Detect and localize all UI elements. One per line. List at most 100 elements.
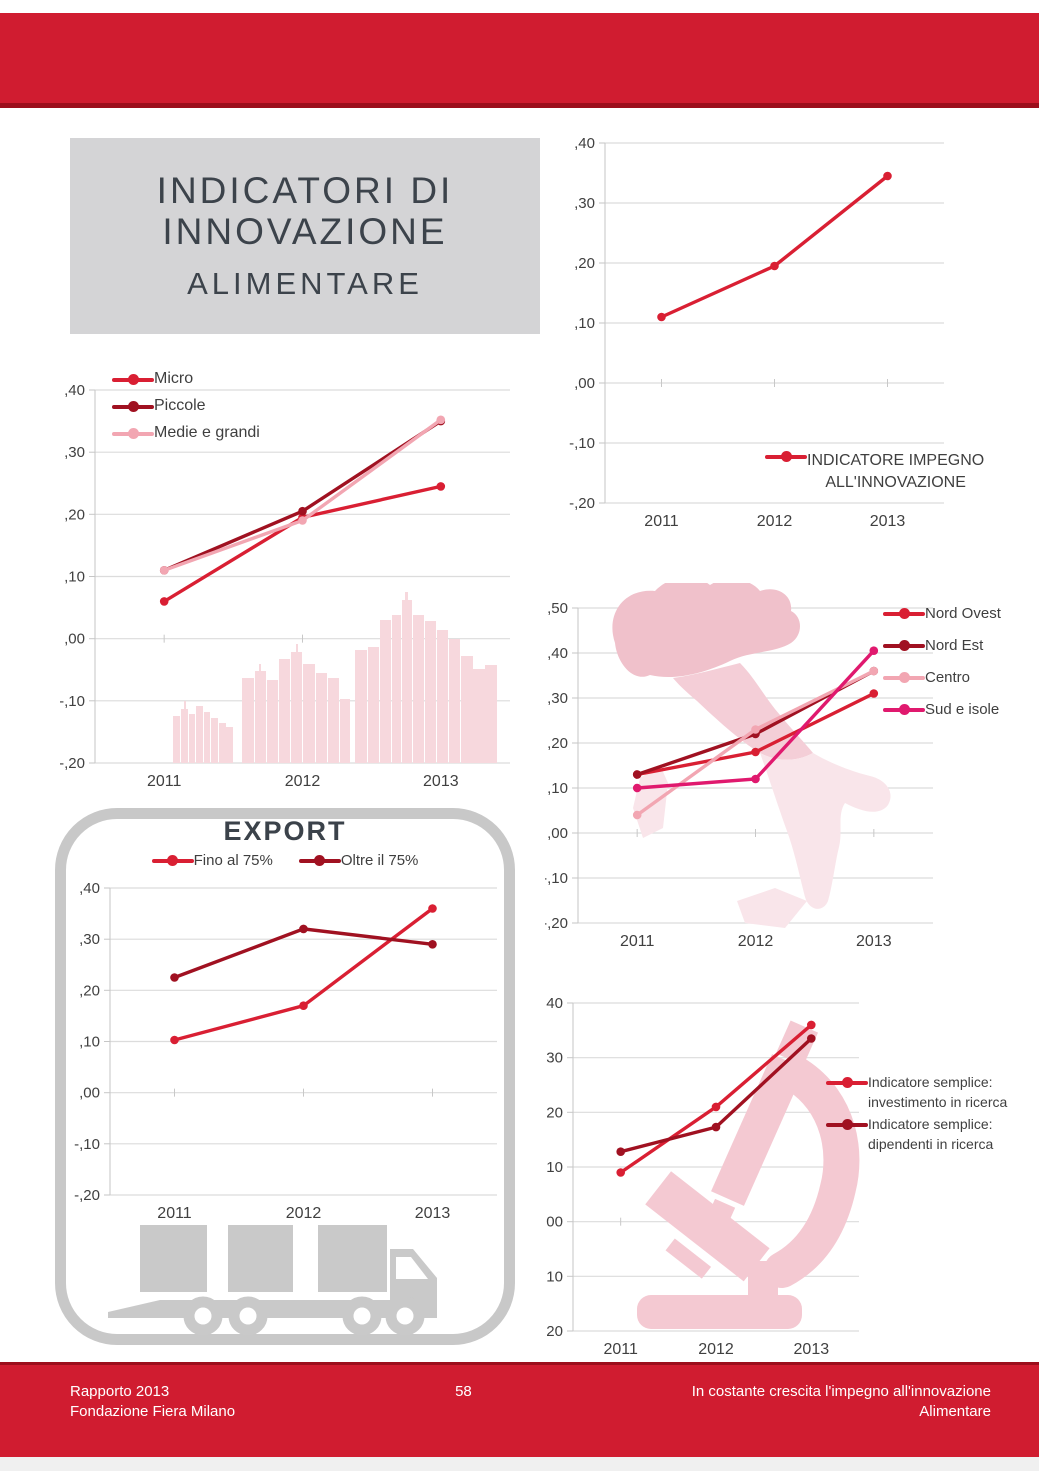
legend-marker-icon [112,427,154,440]
svg-text:-,10: -,10 [74,1136,100,1153]
legend-dimensioni: Micro Piccole Medie e grandi [112,370,260,451]
svg-text:2011: 2011 [644,513,679,530]
svg-text:2011: 2011 [603,1341,638,1358]
svg-text:,30: ,30 [79,931,100,948]
svg-text:2013: 2013 [794,1341,830,1358]
footer-right: In costante crescita l'impegno all'innov… [691,1383,991,1421]
chart-territorio: ,50 ,40 ,30 ,20 ,10 ,00 -,10 -,20 2011 2012 2013 N… [545,583,1039,963]
svg-text:,40: ,40 [79,880,100,897]
svg-text:-,10: -,10 [60,693,85,710]
legend-marker-icon [883,671,925,684]
svg-text:,00: ,00 [547,825,568,842]
svg-text:-,10: -,10 [545,1268,563,1285]
page-bottom-edge [0,1457,1039,1471]
footer-band: Rapporto 2013 Fondazione Fiera Milano 58… [0,1362,1039,1457]
legend-item-oltre-75: Oltre il 75% [298,852,418,869]
chart-dimensioni-impresa: ,40 ,30 ,20 ,10 ,00 -,10 -,20 2011 2012 2013 [60,368,530,793]
svg-text:,10: ,10 [545,1159,563,1176]
legend-marker-icon [883,607,925,620]
legend-impegno: INDICATORE IMPEGNO ALL'INNOVAZIONE [765,450,984,493]
svg-text:-,20: -,20 [74,1187,100,1204]
svg-text:2013: 2013 [423,773,459,790]
legend-item-medie-grandi: Medie e grandi [112,424,260,442]
legend-label: INDICATORE IMPEGNO ALL'INNOVAZIONE [807,452,985,491]
line-chart-svg: ,40 ,30 ,20 ,10 ,00 -,10 -,20 2011 2012 2013 [74,880,497,1220]
legend-item-dipendenti: Indicatore semplice: dipendenti in ricer… [826,1115,1007,1154]
svg-text:,10: ,10 [79,1034,100,1051]
svg-text:,30: ,30 [547,690,568,707]
svg-text:,10: ,10 [547,780,568,797]
svg-text:2013: 2013 [856,933,892,950]
line-chart-svg: ,40 ,30 ,20 ,10 ,00 -,10 -,20 2011 2012 2013 [545,995,860,1358]
chart-export: ,40 ,30 ,20 ,10 ,00 -,10 -,20 2011 2012 2013 [62,868,512,1220]
chart-impegno-innovazione: ,40 ,30 ,20 ,10 ,00 -,10 -,20 2011 2012 2013 INDI… [550,128,1039,533]
legend-item-sud-isole: Sud e isole [883,701,1001,718]
legend-marker-icon [826,1076,868,1089]
svg-text:,20: ,20 [545,1104,563,1121]
svg-text:,10: ,10 [574,315,595,332]
svg-text:2011: 2011 [620,933,655,950]
legend-item-nord-est: Nord Est [883,637,1001,654]
svg-text:2012: 2012 [698,1341,734,1358]
svg-text:,00: ,00 [79,1085,100,1102]
page-title-line2: INNOVAZIONE [162,211,448,252]
svg-text:,20: ,20 [574,255,595,272]
page-title-line1: INDICATORI DI [156,169,454,211]
legend-item-fino-75: Fino al 75% [151,852,273,869]
legend-marker-icon [883,703,925,716]
legend-item-micro: Micro [112,370,193,388]
svg-text:2012: 2012 [285,773,321,790]
line-chart-svg: ,40 ,30 ,20 ,10 ,00 -,10 -,20 2011 2012 2013 [60,382,510,790]
svg-text:,40: ,40 [574,135,595,152]
legend-ricerca: Indicatore semplice: investimento in ric… [826,1073,1007,1157]
legend-item-piccole: Piccole [112,397,206,415]
svg-text:,20: ,20 [64,506,85,523]
legend-item-centro: Centro [883,669,1001,686]
svg-text:,50: ,50 [547,600,568,617]
svg-text:2012: 2012 [286,1205,322,1220]
svg-text:-,10: -,10 [545,870,568,887]
legend-territorio: Nord Ovest Nord Est Centro Sud e isole [883,605,1001,733]
legend-marker-icon [112,400,154,413]
svg-text:,40: ,40 [545,995,563,1012]
line-chart-svg: ,50 ,40 ,30 ,20 ,10 ,00 -,10 -,20 2011 2012 2013 [545,583,933,950]
svg-text:2013: 2013 [415,1205,451,1220]
svg-text:,30: ,30 [574,195,595,212]
title-box: INDICATORI DI INNOVAZIONE ALIMENTARE [70,138,540,334]
page-title-line3: ALIMENTARE [187,266,423,302]
svg-text:,40: ,40 [547,645,568,662]
svg-text:2011: 2011 [147,773,182,790]
legend-marker-icon [298,854,341,867]
legend-marker-icon [883,639,925,652]
footer-left: Rapporto 2013 Fondazione Fiera Milano [70,1383,236,1421]
svg-text:,30: ,30 [545,1050,563,1067]
svg-text:-,10: -,10 [569,435,595,452]
svg-text:2011: 2011 [157,1205,192,1220]
svg-text:-,20: -,20 [60,755,85,772]
page-number: 58 [455,1383,472,1400]
svg-text:-,20: -,20 [545,1323,563,1340]
svg-text:2012: 2012 [738,933,774,950]
svg-text:,10: ,10 [64,569,85,586]
svg-text:-,20: -,20 [545,915,568,932]
truck-silhouette [108,1225,437,1336]
legend-marker-icon [765,450,807,463]
svg-text:-,20: -,20 [569,495,595,512]
svg-text:2013: 2013 [870,513,906,530]
svg-text:2012: 2012 [757,513,793,530]
svg-text:,20: ,20 [79,982,100,999]
legend-item-nord-ovest: Nord Ovest [883,605,1001,622]
top-red-band [0,13,1039,108]
svg-text:,20: ,20 [547,735,568,752]
legend-marker-icon [112,373,154,386]
legend-item-investimento: Indicatore semplice: investimento in ric… [826,1073,1007,1112]
svg-text:,30: ,30 [64,444,85,461]
svg-text:,00: ,00 [574,375,595,392]
legend-export: Fino al 75% Oltre il 75% [55,852,515,869]
legend-marker-icon [151,854,194,867]
export-title: EXPORT [223,816,347,846]
svg-text:,00: ,00 [64,631,85,648]
svg-text:,00: ,00 [545,1214,563,1231]
svg-text:,40: ,40 [64,382,85,399]
